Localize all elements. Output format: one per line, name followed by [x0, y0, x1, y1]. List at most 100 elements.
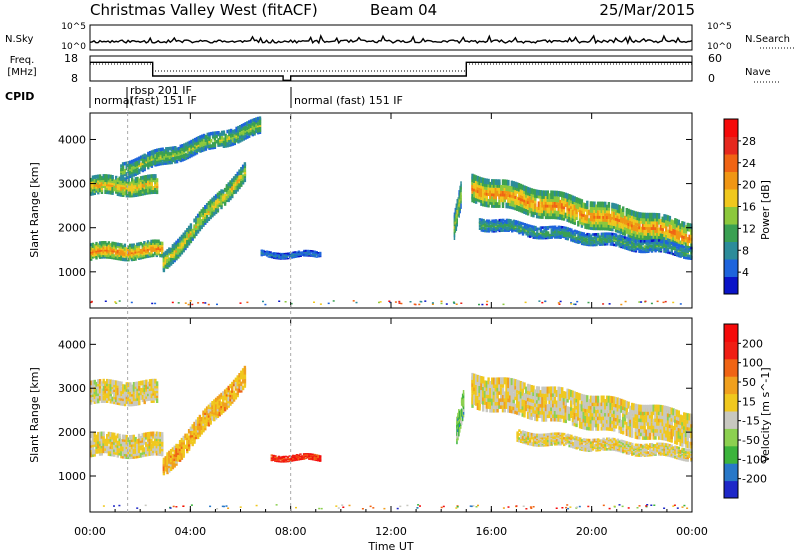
echo-cell — [600, 207, 603, 214]
echo-cell — [537, 189, 541, 196]
echo-cell — [148, 441, 151, 447]
echo-cell — [168, 457, 171, 462]
echo-cell — [659, 247, 663, 250]
echo-cell — [487, 201, 490, 208]
echo-cell — [186, 440, 189, 445]
echo-cell — [127, 254, 130, 258]
echo-cell — [580, 222, 584, 228]
echo-cell — [141, 433, 144, 438]
echo-cell — [474, 395, 478, 403]
echo-cell — [304, 251, 308, 254]
echo-cell — [570, 233, 573, 237]
echo-cell — [650, 212, 654, 219]
echo-cell — [454, 216, 457, 222]
echo-cell — [602, 243, 605, 246]
echo-cell — [460, 181, 462, 187]
echo-cell — [580, 216, 584, 223]
echo-cell — [688, 223, 691, 229]
echo-cell — [161, 243, 164, 247]
echo-cell — [191, 441, 194, 447]
echo-cell — [484, 227, 487, 230]
echo-cell — [161, 247, 164, 251]
echo-cell — [575, 231, 578, 235]
echo-cell — [202, 144, 206, 148]
echo-cell — [577, 200, 580, 207]
echo-cell — [535, 189, 539, 196]
echo-cell — [545, 226, 548, 229]
echo-cell — [200, 209, 203, 214]
echo-cell — [177, 155, 181, 160]
echo-cell — [184, 230, 187, 235]
echo-cell — [148, 247, 151, 251]
echo-cell — [146, 243, 150, 248]
echo-cell — [649, 247, 652, 251]
echo-cell — [681, 238, 684, 244]
echo-cell — [121, 162, 125, 166]
echo-cell — [686, 222, 689, 229]
echo-cell — [484, 229, 487, 233]
echo-cell — [591, 224, 594, 231]
echo-cell — [118, 180, 121, 185]
echo-cell — [145, 175, 148, 179]
echo-cell — [288, 255, 292, 257]
echo-cell — [152, 381, 155, 386]
colorbar-tick-label: 24 — [742, 157, 756, 170]
echo-cell — [485, 178, 488, 185]
echo-cell — [456, 212, 458, 219]
echo-cell — [478, 185, 481, 191]
echo-cell — [132, 187, 136, 192]
echo-cell — [550, 213, 553, 220]
echo-cell — [146, 446, 150, 452]
echo-cell — [288, 457, 291, 460]
echo-cell — [148, 151, 152, 155]
echo-cell — [104, 251, 107, 256]
echo-cell — [220, 199, 223, 204]
echo-cell — [598, 242, 602, 245]
echo-cell — [480, 218, 483, 222]
echo-cell — [111, 243, 114, 247]
echo-cell — [521, 193, 524, 199]
echo-cell — [532, 234, 535, 238]
echo-cell — [148, 174, 152, 179]
echo-cell — [175, 443, 178, 449]
echo-cell — [688, 254, 691, 258]
echo-cell — [523, 191, 526, 197]
echo-cell — [299, 251, 302, 253]
echo-cell — [97, 174, 100, 179]
echo-cell — [107, 379, 111, 384]
echo-cell — [288, 455, 291, 457]
echo-cell — [632, 228, 636, 234]
scatter-cell — [420, 301, 423, 303]
echo-cell — [512, 181, 515, 187]
echo-cell — [248, 125, 251, 130]
echo-cell — [552, 193, 555, 200]
echo-cell — [227, 396, 230, 402]
echo-cell — [557, 190, 560, 197]
echo-cell — [625, 213, 628, 220]
echo-cell — [148, 448, 151, 454]
echo-cell — [480, 376, 483, 383]
echo-cell — [222, 132, 226, 136]
echo-cell — [130, 252, 134, 256]
echo-cell — [152, 248, 155, 252]
echo-cell — [482, 192, 485, 198]
echo-cell — [478, 375, 481, 383]
echo-cell — [552, 225, 555, 229]
echo-cell — [636, 234, 639, 241]
scatter-cell — [189, 300, 192, 302]
echo-cell — [209, 402, 212, 408]
echo-cell — [127, 175, 130, 179]
echo-cell — [288, 252, 292, 254]
echo-cell — [471, 393, 474, 401]
echo-cell — [615, 237, 618, 240]
scatter-cell — [191, 303, 194, 306]
echo-cell — [486, 224, 489, 228]
echo-cell — [598, 221, 602, 228]
echo-cell — [306, 251, 309, 253]
echo-cell — [166, 467, 169, 472]
y-tick-label: 2000 — [58, 222, 86, 235]
echo-cell — [546, 213, 549, 220]
echo-cell — [168, 468, 171, 473]
echo-cell — [584, 234, 587, 237]
echo-cell — [220, 410, 223, 415]
